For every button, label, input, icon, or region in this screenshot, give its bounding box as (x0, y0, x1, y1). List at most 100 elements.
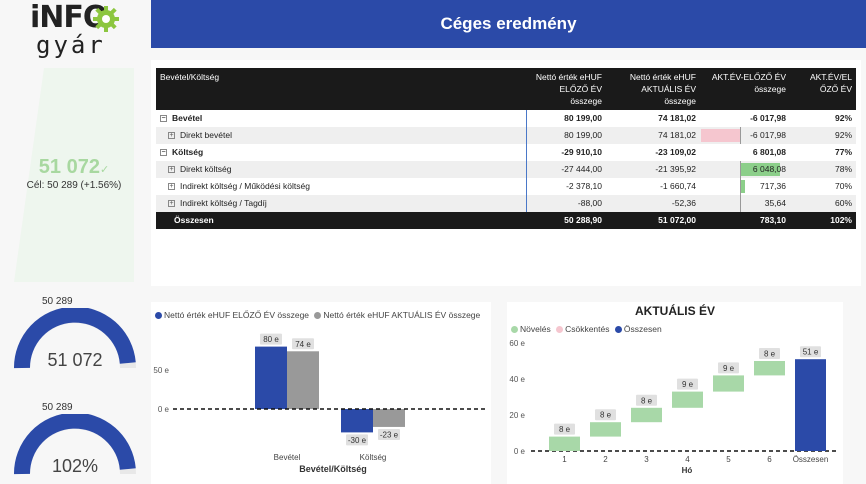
kpi-goal: Cél: 50 289 (+1.56%) (26, 180, 122, 191)
waterfall-step-4 (672, 391, 703, 408)
waterfall-legend: Növelés Csökkentés Összesen (511, 324, 662, 334)
diff-axis (740, 161, 741, 178)
col-header-ratio[interactable]: AKT.ÉV/EL ŐZŐ ÉV (809, 72, 852, 94)
gauge-value-label: 51 072 (47, 350, 103, 370)
data-label: 8 e (641, 396, 653, 405)
kpi-value: 51 072✓ (38, 156, 110, 178)
x-tick-label: 3 (644, 455, 649, 464)
row-label: Indirekt költség / Tagdíj (180, 198, 267, 208)
waterfall-total-bar (795, 359, 826, 451)
x-tick-label: 6 (767, 455, 772, 464)
bar-chart-plot: 50 e 0 e 80 e -30 e 74 e -23 e Bevétel Költség B… (153, 333, 487, 474)
cell-diff-value: -6 017,98 (750, 130, 786, 140)
diff-axis (740, 178, 741, 195)
waterfall-step-1 (549, 436, 580, 451)
table-row: + Indirekt költség / Működési költség -2 … (156, 178, 856, 195)
expand-icon[interactable]: + (168, 132, 175, 140)
x-tick-label: 1 (562, 455, 567, 464)
bar-bevétel-curr (287, 351, 319, 409)
y-tick-label: 40 e (509, 375, 525, 384)
gauge-target-label: 50 289 (42, 402, 73, 413)
legend-label-prev[interactable]: Nettó érték eHUF ELŐZŐ ÉV összege (164, 310, 310, 320)
col-header-category[interactable]: Bevétel/Költség (160, 72, 220, 82)
x-tick-label: 4 (685, 455, 690, 464)
data-label: 8 e (600, 411, 612, 420)
cell-diff-value: 717,36 (760, 181, 786, 191)
total-prev: 50 288,90 (564, 215, 602, 225)
data-label-bg (554, 423, 575, 435)
waterfall-plot: 0 e 20 e 40 e 60 e 8 e 1 8 e 2 8 e 3 9 e 4 9 e 5 8 e 6 5… (509, 339, 839, 475)
cell-ratio: 77% (834, 147, 852, 157)
total-curr: 51 072,00 (658, 215, 696, 225)
cell-diff-value: 35,64 (764, 198, 786, 208)
cell-prev: 80 199,00 (525, 110, 606, 127)
table-row: − Bevétel 80 199,00 74 181,02 -6 017,98 9… (156, 110, 856, 127)
cell-diff: 6 801,08 (752, 147, 786, 157)
col-header-curr[interactable]: Nettó érték eHUF AKTUÁLIS ÉV összege (629, 72, 696, 106)
check-icon: ✓ (99, 164, 110, 176)
table-row: − Költség -29 910,10 -23 109,02 6 801,08 … (156, 144, 856, 161)
cell-prev: 80 199,00 (525, 127, 606, 144)
gauge-value[interactable]: 50 289 51 072 (14, 296, 136, 376)
cell-prev: -88,00 (525, 195, 606, 212)
legend-label-decrease[interactable]: Csökkentés (565, 324, 610, 334)
y-tick-label: 50 e (153, 366, 169, 375)
total-label: Összesen (174, 215, 214, 225)
data-label-bg (636, 394, 657, 406)
table-row: + Direkt költség -27 444,00 -21 395,92 6 … (156, 161, 856, 178)
total-ratio: 102% (830, 215, 852, 225)
cell-diff: 717,36 (700, 178, 790, 195)
x-tick-label: Költség (360, 453, 387, 462)
diff-bar (740, 163, 780, 176)
legend-label-total[interactable]: Összesen (623, 324, 662, 334)
bar-költség-curr (373, 409, 405, 427)
legend-dot-increase (511, 326, 518, 334)
y-tick-label: 0 e (514, 447, 526, 456)
data-label: 74 e (295, 340, 311, 349)
data-label: 8 e (559, 425, 571, 434)
cell-curr: 74 181,02 (658, 113, 696, 123)
data-label: 80 e (263, 335, 279, 344)
collapse-icon[interactable]: − (160, 115, 167, 123)
gauge-target-label: 50 289 (42, 296, 73, 307)
x-axis-title: Bevétel/Költség (299, 464, 367, 474)
row-label: Direkt költség (180, 164, 232, 174)
expand-icon[interactable]: + (168, 166, 175, 174)
legend-dot-prev (155, 312, 162, 320)
legend-label-curr[interactable]: Nettó érték eHUF AKTUÁLIS ÉV összege (323, 310, 481, 320)
table-row: + Direkt bevétel 80 199,00 74 181,02 -6 0… (156, 127, 856, 144)
expand-icon[interactable]: + (168, 200, 175, 208)
cell-prev: -2 378,10 (525, 178, 606, 195)
collapse-icon[interactable]: − (160, 149, 167, 157)
cell-prev: -29 910,10 (525, 144, 606, 161)
x-tick-label: 5 (726, 455, 731, 464)
cell-prev: -27 444,00 (525, 161, 606, 178)
data-label-bg (759, 348, 780, 359)
row-label: Direkt bevétel (180, 130, 232, 140)
legend-label-increase[interactable]: Növelés (520, 324, 551, 334)
data-label: 8 e (764, 350, 776, 359)
gauge-percent[interactable]: 50 289 102% (14, 402, 136, 482)
row-label: Költség (172, 147, 204, 157)
cell-curr: -23 109,02 (655, 147, 696, 157)
cell-ratio: 92% (834, 113, 852, 123)
data-label: 9 e (682, 380, 694, 389)
gauge-percent-label: 102% (51, 456, 99, 476)
col-header-prev[interactable]: Nettó érték eHUF ELŐZŐ ÉV összege (535, 72, 602, 106)
table-header-row: Bevétel/Költség Nettó érték eHUF ELŐZŐ É… (156, 68, 856, 110)
waterfall-step-2 (590, 422, 621, 437)
legend-dot-curr (314, 312, 322, 320)
expand-icon[interactable]: + (168, 183, 175, 191)
waterfall-card: AKTUÁLIS ÉV Növelés Csökkentés Összesen … (507, 302, 843, 484)
gauge-arc (14, 308, 136, 369)
data-label-bg (292, 338, 314, 350)
waterfall-title: AKTUÁLIS ÉV (634, 304, 715, 318)
matrix-table[interactable]: Bevétel/Költség Nettó érték eHUF ELŐZŐ É… (156, 68, 856, 229)
kpi-card[interactable]: 51 072✓ Cél: 50 289 (+1.56%) (14, 68, 134, 282)
infogyar-logo: iNFO gyár (30, 3, 120, 63)
data-label: -30 e (348, 436, 367, 445)
waterfall-step-3 (631, 407, 662, 423)
cell-curr: 74 181,02 (658, 130, 696, 140)
col-header-diff[interactable]: AKT.ÉV-ELŐZŐ ÉV összege (711, 72, 786, 94)
cell-diff-value: 6 048,08 (752, 164, 786, 174)
